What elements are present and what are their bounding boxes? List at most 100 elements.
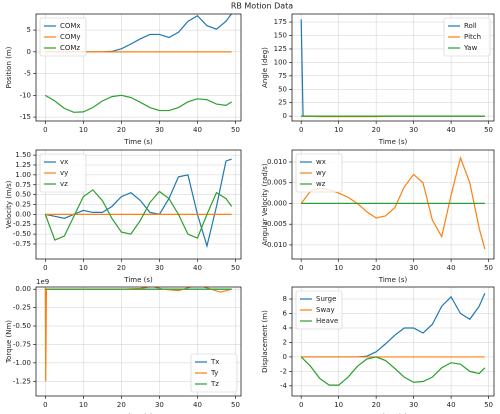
- y-tick-label: 6: [283, 309, 288, 317]
- x-tick-label: 30: [155, 401, 164, 409]
- y-axis-label: Velocity (m/s): [5, 180, 13, 228]
- y-tick-label: 8: [283, 295, 287, 303]
- y-tick-label: 0: [283, 112, 287, 120]
- y-tick-label: -1.00: [13, 359, 31, 367]
- y-tick-label: 0: [283, 353, 287, 361]
- x-tick-label: 10: [334, 401, 343, 409]
- y-tick-label: 0.00: [15, 285, 31, 293]
- y-tick-label: 50: [278, 85, 287, 93]
- axes-frame: [35, 286, 242, 397]
- y-axis-label: Position (m): [5, 46, 13, 88]
- x-tick-label: 0: [43, 126, 47, 134]
- x-axis-label: Time (s): [123, 276, 153, 284]
- legend-label: COMy: [60, 33, 81, 41]
- x-tick-label: 40: [193, 126, 202, 134]
- y-tick-label: -0.75: [13, 240, 31, 248]
- x-axis-label: Time (s): [378, 138, 408, 146]
- axes-frame: [291, 286, 495, 397]
- figure-title: RB Motion Data: [231, 2, 293, 11]
- y-tick-label: -0.50: [13, 322, 31, 330]
- legend-label: Heave: [316, 317, 338, 325]
- series-line: [300, 356, 486, 386]
- y-tick-label: 1.25: [15, 161, 31, 169]
- x-tick-label: 40: [447, 401, 456, 409]
- x-tick-label: 50: [484, 126, 493, 134]
- x-tick-label: 20: [117, 264, 126, 272]
- legend-label: Roll: [464, 22, 477, 30]
- series-line: [44, 189, 233, 241]
- x-tick-label: 50: [231, 264, 240, 272]
- y-tick-label: -0.010: [264, 241, 287, 249]
- x-tick-label: 10: [334, 126, 343, 134]
- x-tick-label: 30: [155, 126, 164, 134]
- legend-box: [39, 17, 87, 57]
- offset-label: 1e9: [36, 278, 49, 286]
- x-tick-label: 20: [372, 264, 381, 272]
- y-tick-label: 1.00: [15, 171, 31, 179]
- y-tick-label: 100: [274, 58, 287, 66]
- x-tick-label: 20: [372, 401, 381, 409]
- plot-area: [300, 292, 486, 386]
- y-tick-label: 175: [274, 18, 287, 26]
- y-tick-label: -15: [20, 113, 31, 121]
- y-tick-label: 0: [27, 48, 31, 56]
- x-tick-label: 20: [117, 401, 126, 409]
- legend-label: vx: [60, 158, 68, 166]
- x-tick-label: 40: [447, 126, 456, 134]
- y-tick-label: 5: [27, 26, 31, 34]
- y-tick-label: -1.25: [13, 377, 31, 385]
- x-tick-label: 50: [231, 126, 240, 134]
- y-tick-label: 25: [278, 99, 287, 107]
- y-axis-label: Angle (deg): [261, 47, 269, 88]
- y-tick-label: 0.00: [15, 210, 31, 218]
- x-tick-label: 30: [409, 126, 418, 134]
- x-tick-label: 20: [372, 126, 381, 134]
- series-line: [45, 94, 232, 113]
- legend-label: COMx: [60, 22, 81, 30]
- y-tick-label: -5: [24, 70, 31, 78]
- legend-box: [295, 153, 343, 193]
- legend-box: [443, 17, 491, 57]
- x-tick-label: 10: [79, 264, 88, 272]
- y-tick-label: 0.75: [15, 181, 31, 189]
- x-tick-label: 40: [193, 401, 202, 409]
- y-tick-label: 0.50: [15, 191, 31, 199]
- y-tick-label: -0.005: [264, 220, 287, 228]
- y-tick-label: -0.50: [13, 230, 31, 238]
- x-tick-label: 30: [409, 264, 418, 272]
- x-tick-label: 50: [231, 401, 240, 409]
- x-tick-label: 0: [299, 264, 303, 272]
- legend-label: Tz: [210, 380, 219, 388]
- legend-label: Tx: [210, 358, 219, 366]
- y-tick-label: 125: [274, 45, 287, 53]
- legend-box: [39, 153, 87, 193]
- x-tick-label: 10: [79, 401, 88, 409]
- x-axis-label: Time (s): [378, 276, 408, 284]
- y-tick-label: 1.50: [15, 151, 31, 159]
- x-tick-label: 40: [447, 264, 456, 272]
- legend-label: wz: [316, 180, 326, 188]
- y-axis-label: Angular Velocity (rad/s): [261, 163, 269, 245]
- legend-label: vy: [60, 169, 68, 177]
- series-line: [45, 158, 232, 249]
- y-tick-label: -0.25: [13, 304, 31, 312]
- x-tick-label: 50: [484, 401, 493, 409]
- legend-label: Pitch: [464, 33, 481, 41]
- plot-area: [44, 158, 233, 249]
- legend-box: [295, 290, 343, 330]
- axes-frame: [35, 149, 242, 260]
- x-tick-label: 0: [299, 401, 303, 409]
- legend-label: Sway: [316, 306, 335, 314]
- x-tick-label: 0: [43, 264, 47, 272]
- y-tick-label: 0.000: [267, 199, 287, 207]
- y-tick-label: -0.25: [13, 220, 31, 228]
- y-tick-label: -4: [280, 382, 288, 390]
- x-tick-label: 50: [484, 264, 493, 272]
- y-tick-label: 4: [283, 324, 288, 332]
- legend-label: Ty: [210, 369, 218, 377]
- x-tick-label: 10: [79, 126, 88, 134]
- y-tick-label: 150: [274, 32, 287, 40]
- y-tick-label: 0.005: [267, 179, 287, 187]
- y-tick-label: -10: [20, 91, 31, 99]
